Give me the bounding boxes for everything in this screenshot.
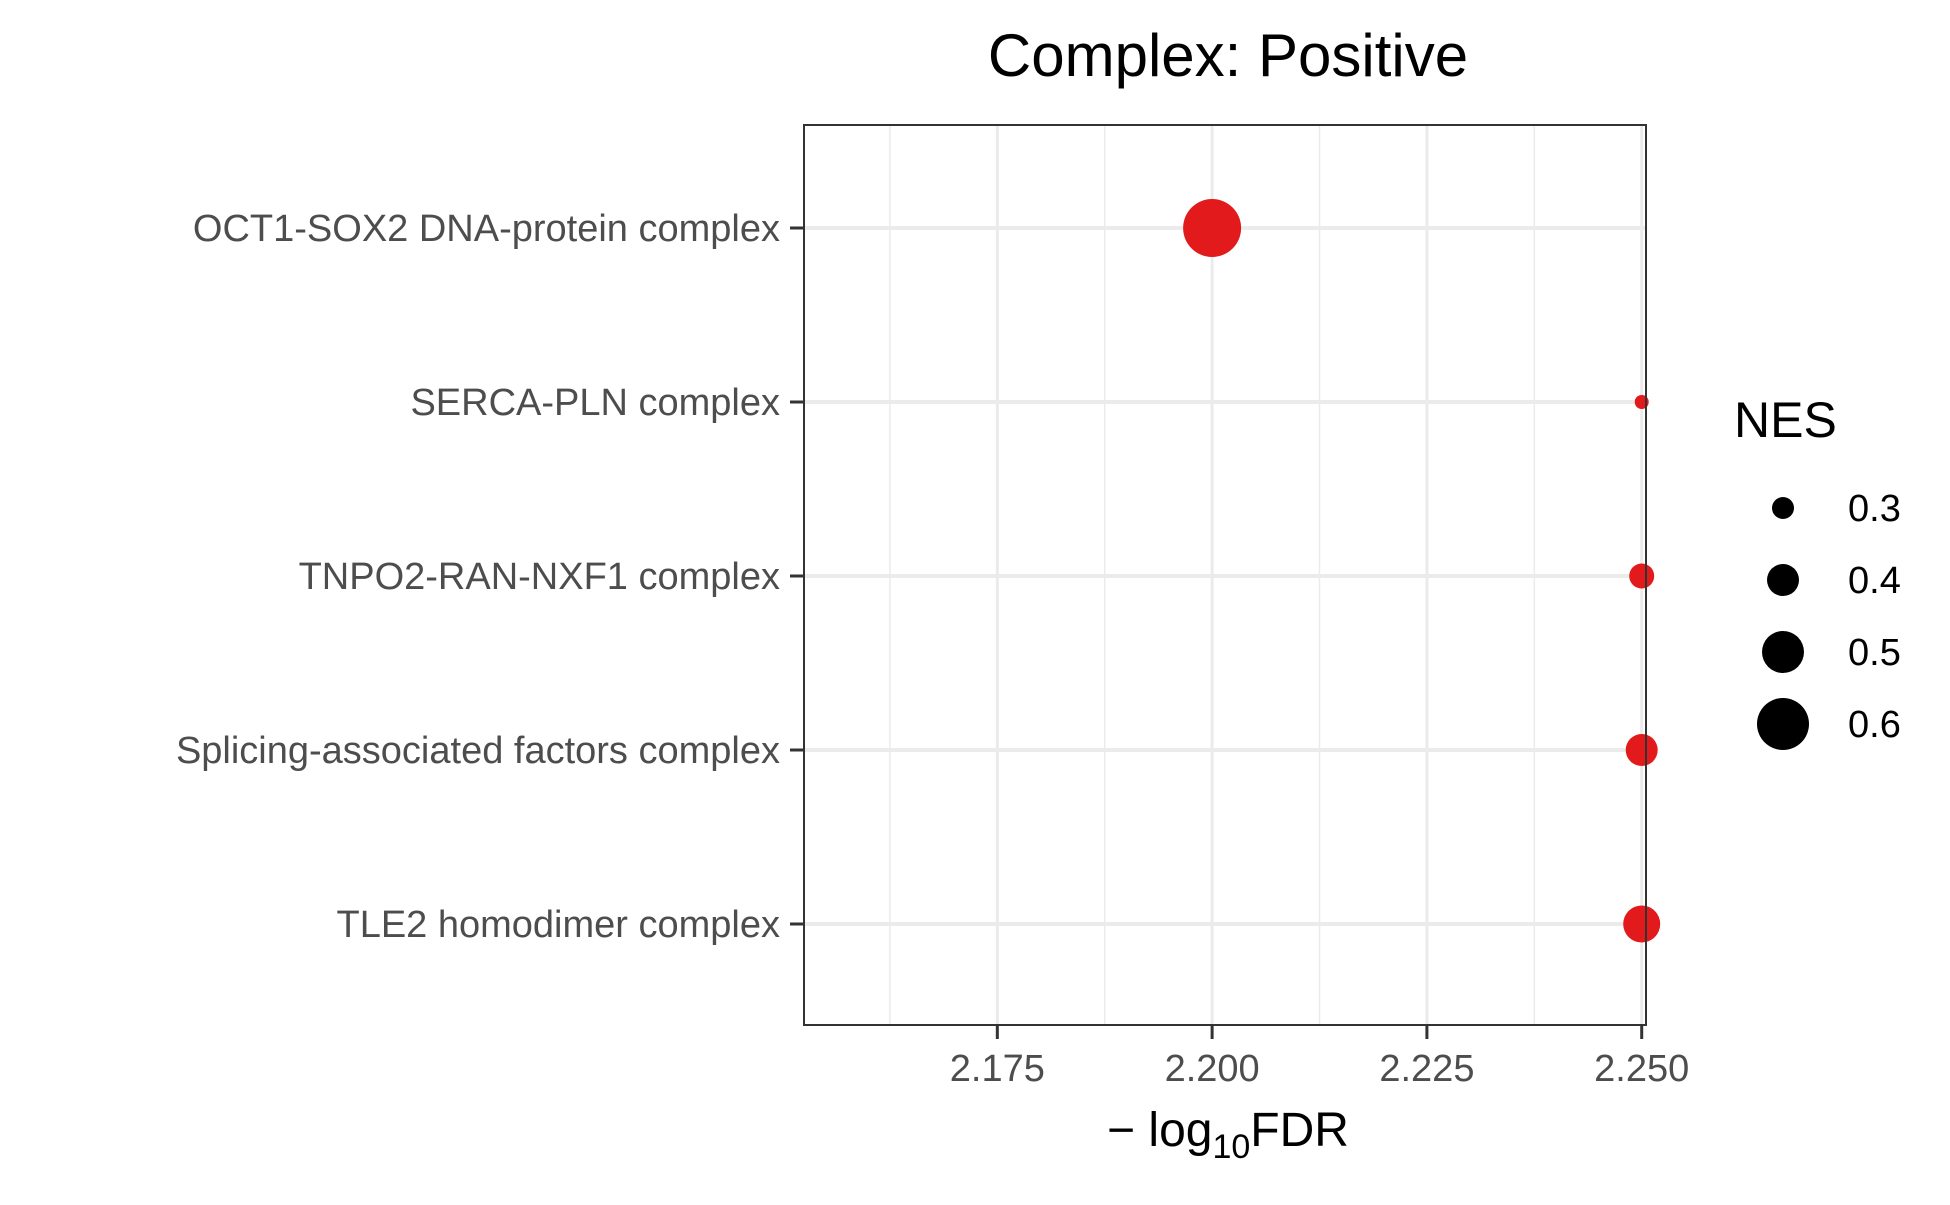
legend-key-circle [1762, 631, 1804, 673]
grid-lines [804, 125, 1646, 1025]
x-tick-label: 2.200 [1165, 1048, 1260, 1090]
y-tick-label: SERCA-PLN complex [410, 382, 780, 424]
data-points [1183, 199, 1661, 943]
y-axis-labels: OCT1-SOX2 DNA-protein complex SERCA-PLN c… [176, 208, 780, 946]
data-point [1625, 734, 1658, 766]
x-axis-title-prefix: − log [1107, 1104, 1212, 1157]
data-point [1183, 199, 1242, 257]
x-tick-label: 2.225 [1379, 1048, 1474, 1090]
x-tick-label: 2.250 [1594, 1048, 1689, 1090]
size-legend: NES 0.3 0.4 0.5 0.6 [1734, 392, 1901, 750]
legend-label: 0.4 [1848, 560, 1901, 602]
legend-key-circle [1757, 698, 1809, 750]
y-tick-label: OCT1-SOX2 DNA-protein complex [193, 208, 780, 250]
chart-title: Complex: Positive [988, 22, 1468, 89]
legend-label: 0.6 [1848, 704, 1901, 746]
legend-key-circle [1767, 564, 1799, 596]
legend-title: NES [1734, 392, 1837, 448]
legend-key-circle [1772, 497, 1794, 519]
x-axis-title-suffix: FDR [1250, 1104, 1349, 1157]
y-tick-label: TLE2 homodimer complex [336, 904, 780, 946]
legend-label: 0.3 [1848, 488, 1901, 530]
y-tick-label: TNPO2-RAN-NXF1 complex [299, 556, 780, 598]
data-point [1623, 905, 1661, 943]
legend-label: 0.5 [1848, 632, 1901, 674]
y-tick-label: Splicing-associated factors complex [176, 730, 780, 772]
data-point [1629, 563, 1655, 589]
x-axis-labels: 2.175 2.200 2.225 2.250 [950, 1048, 1689, 1090]
axes [790, 124, 1647, 1039]
x-axis-title: − log10FDR [1107, 1104, 1349, 1166]
x-axis-title-subscript: 10 [1212, 1128, 1250, 1166]
x-tick-label: 2.175 [950, 1048, 1045, 1090]
